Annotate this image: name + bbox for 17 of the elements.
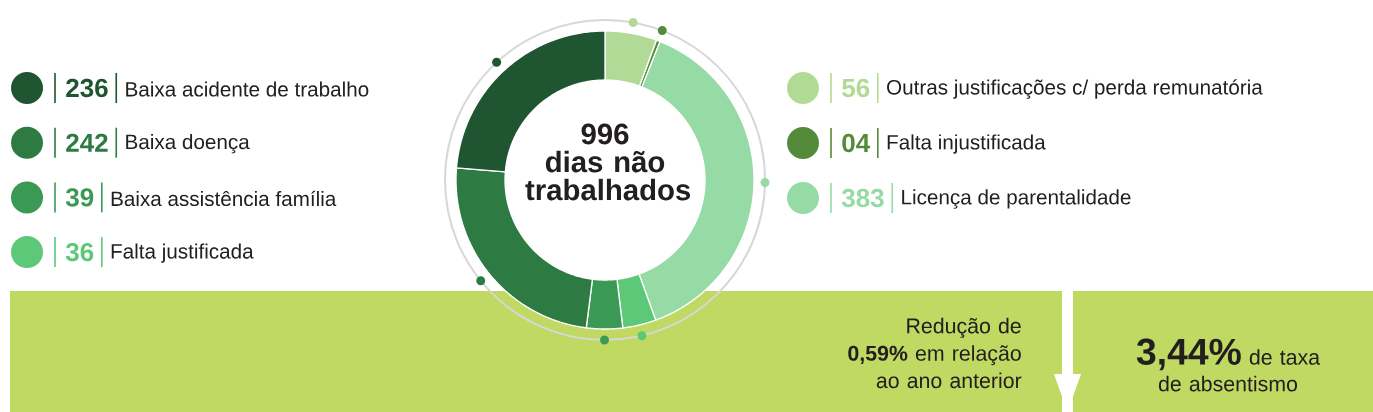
legend-label: Baixa doença <box>126 134 250 154</box>
data-label: 04 <box>842 133 871 153</box>
data-label: 56 <box>842 78 870 98</box>
text: 3,44% de taxa de absentismo <box>1136 338 1321 392</box>
data-label: 39 <box>65 188 94 207</box>
data-label: 36 <box>65 242 94 262</box>
legend-label: Licença de parentalidade <box>902 189 1131 209</box>
text: Redução de 0,59% em relação ao ano anterior <box>848 317 1022 389</box>
legend-label: Falta justificada <box>111 243 254 263</box>
data-label: 242 <box>66 133 108 152</box>
data-label: 236 <box>66 78 108 98</box>
legend-label: Baixa assistência família <box>111 190 337 207</box>
legend-label: Outras justificações c/ perda remunatória <box>887 79 1263 99</box>
data-label: 383 <box>841 188 884 208</box>
legend-label: Falta injustificada <box>887 134 1046 154</box>
text: 996 dias não trabalhados <box>525 123 691 201</box>
legend-label: Baixa acidente de trabalho <box>126 81 369 97</box>
